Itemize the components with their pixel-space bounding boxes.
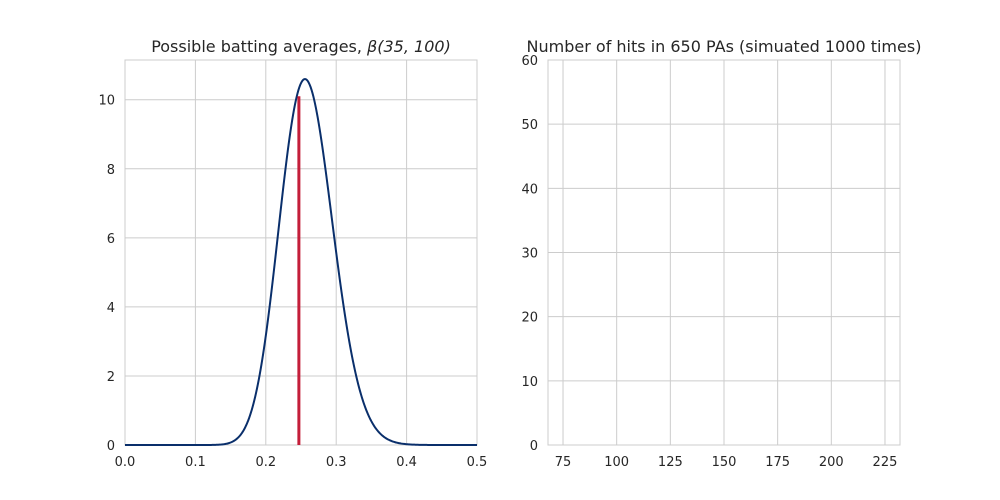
y-tick-label: 40 <box>521 182 538 197</box>
left-chart-y-axis: 0 2 4 6 8 10 <box>98 94 115 454</box>
y-tick-label: 8 <box>107 163 115 178</box>
x-tick-label: 0.1 <box>185 455 206 470</box>
right-chart: Number of hits in 650 PAs (simuated 1000… <box>521 37 921 470</box>
y-tick-label: 4 <box>107 301 115 316</box>
x-tick-label: 0.5 <box>467 455 488 470</box>
left-chart-plot-area <box>124 59 478 446</box>
y-tick-label: 10 <box>98 94 115 109</box>
y-tick-label: 10 <box>521 375 538 390</box>
y-tick-label: 60 <box>521 54 538 69</box>
right-chart-y-axis: 0 10 20 30 40 50 60 <box>521 54 538 454</box>
x-tick-label: 125 <box>658 455 683 470</box>
left-chart-title: Possible batting averages, β(35, 100) <box>151 37 451 56</box>
x-tick-label: 0.0 <box>115 455 136 470</box>
x-tick-label: 0.2 <box>255 455 276 470</box>
x-tick-label: 200 <box>819 455 844 470</box>
y-tick-label: 2 <box>107 370 115 385</box>
left-chart-grid <box>124 60 478 446</box>
right-chart-x-axis: 75 100 125 150 175 200 225 <box>555 455 898 470</box>
right-chart-plot-area <box>547 59 901 446</box>
y-tick-label: 6 <box>107 232 115 247</box>
x-tick-label: 225 <box>873 455 898 470</box>
y-tick-label: 20 <box>521 311 538 326</box>
x-tick-label: 0.4 <box>396 455 417 470</box>
x-tick-label: 0.3 <box>326 455 347 470</box>
x-tick-label: 75 <box>555 455 572 470</box>
x-tick-label: 150 <box>712 455 737 470</box>
left-chart: Possible batting averages, β(35, 100) 0.… <box>98 37 487 470</box>
left-chart-x-axis: 0.0 0.1 0.2 0.3 0.4 0.5 <box>115 455 488 470</box>
beta-density-curve <box>125 78 477 446</box>
y-tick-label: 0 <box>107 439 115 454</box>
right-chart-title: Number of hits in 650 PAs (simuated 1000… <box>527 37 922 56</box>
right-chart-grid <box>548 59 900 446</box>
y-tick-label: 0 <box>530 439 538 454</box>
x-tick-label: 100 <box>604 455 629 470</box>
y-tick-label: 30 <box>521 247 538 262</box>
x-tick-label: 175 <box>765 455 790 470</box>
y-tick-label: 50 <box>521 118 538 133</box>
